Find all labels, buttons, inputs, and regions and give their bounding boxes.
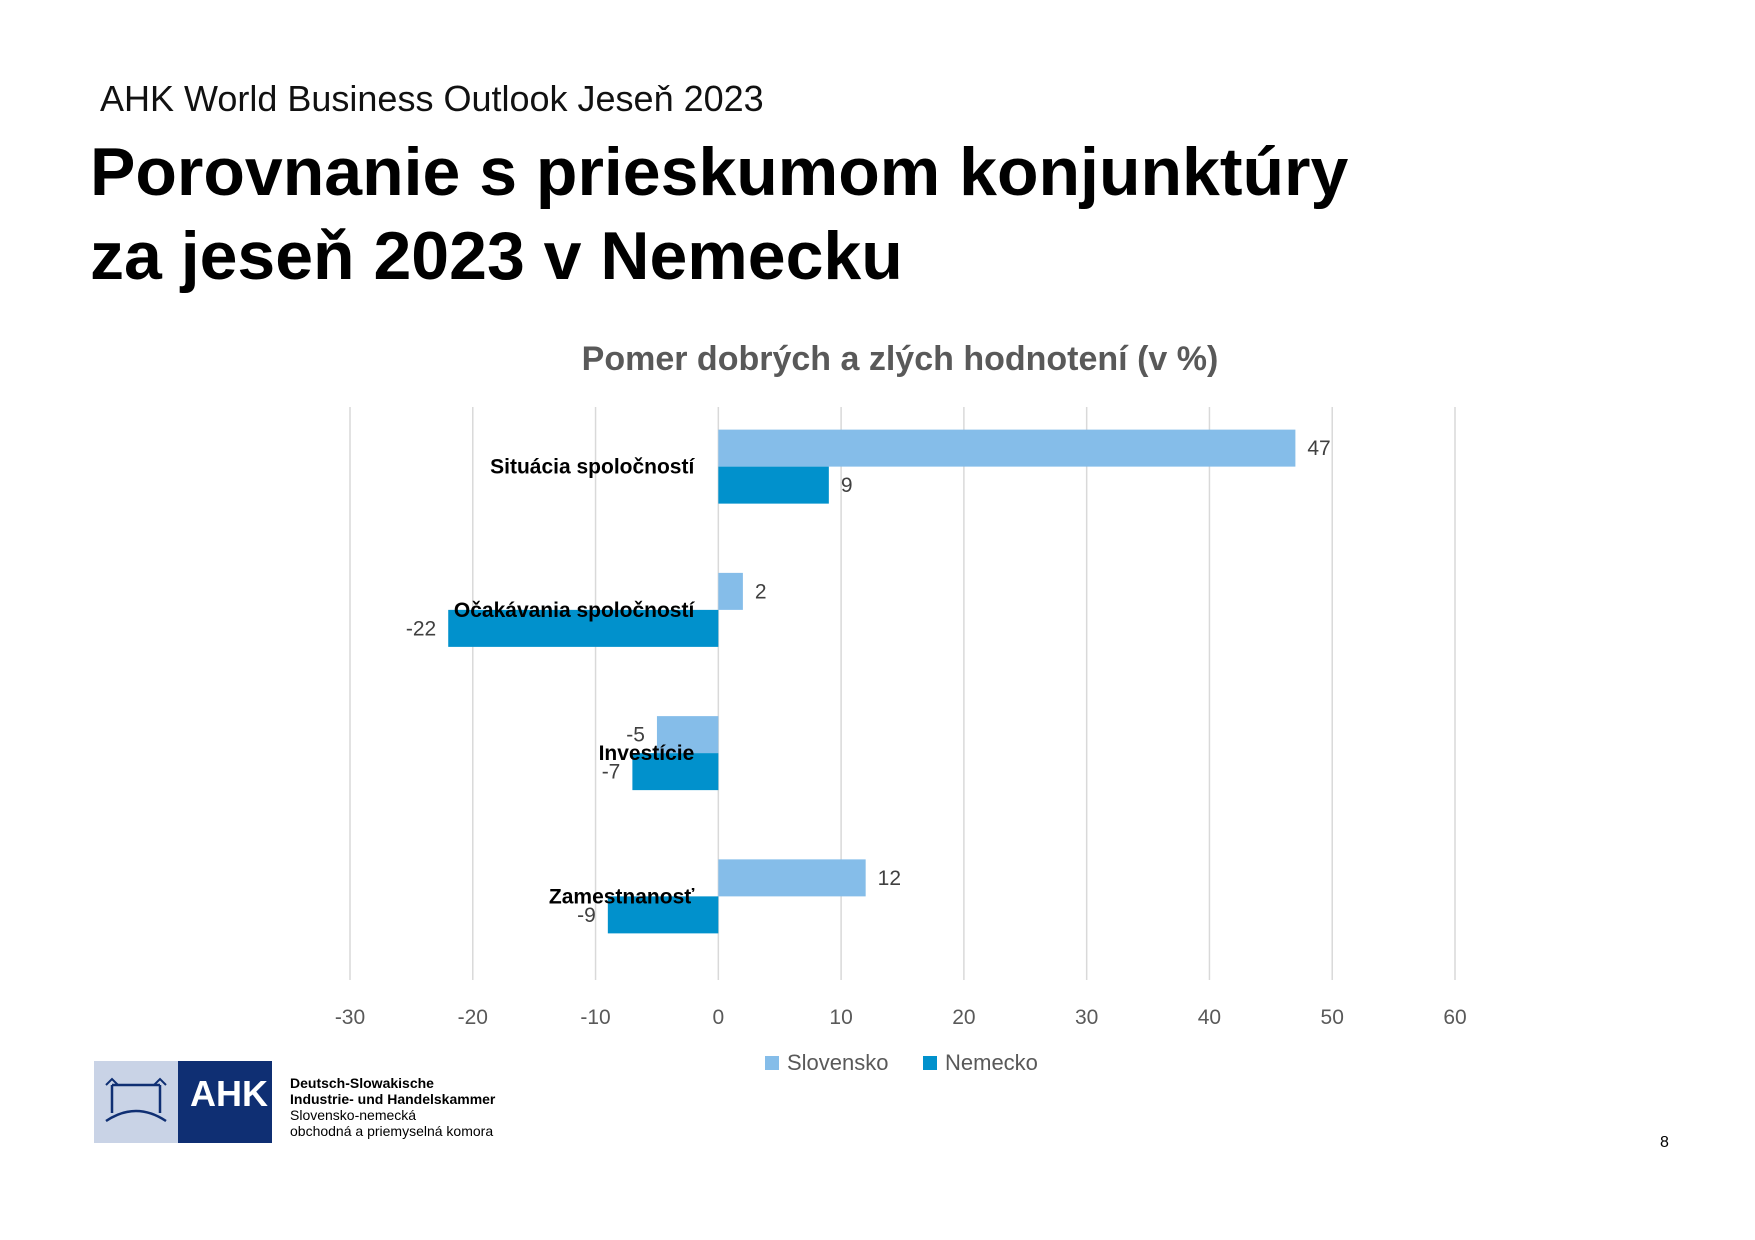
x-tick-label: -10 — [580, 1006, 610, 1029]
logo-blue-panel — [178, 1061, 272, 1143]
bar-nemecko — [632, 753, 719, 791]
category-label: Situácia spoločností — [490, 456, 695, 479]
org-line-1: Deutsch-Slowakische — [290, 1075, 434, 1091]
legend-label: Nemecko — [945, 1050, 1038, 1075]
data-label: -22 — [406, 617, 436, 640]
data-label: -9 — [577, 904, 596, 927]
ahk-logo: AHK Deutsch-Slowakische Industrie- und H… — [94, 1061, 514, 1143]
organization-name: Deutsch-Slowakische Industrie- und Hande… — [290, 1075, 495, 1139]
x-tick-label: 40 — [1198, 1006, 1221, 1029]
bar-slovensko — [718, 429, 1296, 467]
logo-wordmark: AHK — [190, 1073, 268, 1114]
data-label: 47 — [1307, 437, 1330, 460]
x-tick-label: 0 — [712, 1006, 724, 1029]
x-tick-label: -20 — [458, 1006, 488, 1029]
data-label: -5 — [626, 724, 645, 747]
org-line-2: Industrie- und Handelskammer — [290, 1091, 496, 1107]
legend-swatch — [765, 1056, 779, 1070]
x-tick-label: 10 — [829, 1006, 852, 1029]
legend-label: Slovensko — [787, 1050, 889, 1075]
data-label: 2 — [755, 580, 767, 603]
category-label: Očakávania spoločností — [454, 599, 696, 622]
org-line-4: obchodná a priemyselná komora — [290, 1123, 494, 1139]
category-label: Investície — [599, 742, 695, 765]
legend-swatch — [923, 1056, 937, 1070]
x-tick-label: 30 — [1075, 1006, 1098, 1029]
x-tick-label: -30 — [335, 1006, 365, 1029]
page-subtitle: AHK World Business Outlook Jeseň 2023 — [100, 78, 764, 119]
bar-nemecko — [607, 896, 719, 934]
x-tick-label: 60 — [1443, 1006, 1466, 1029]
bar-slovensko — [656, 716, 719, 754]
title-line-1: Porovnanie s prieskumom konjunktúry — [90, 134, 1349, 210]
x-tick-label: 20 — [952, 1006, 975, 1029]
title-line-2: za jeseň 2023 v Nemecku — [90, 218, 903, 294]
category-label: Zamestnanosť — [549, 885, 695, 908]
org-line-3: Slovensko-nemecká — [290, 1107, 417, 1123]
bridge-icon — [105, 1077, 167, 1123]
data-label: 12 — [878, 867, 901, 890]
data-label: -7 — [602, 761, 621, 784]
bar-slovensko — [718, 859, 866, 897]
data-label: 9 — [841, 474, 853, 497]
x-tick-label: 50 — [1321, 1006, 1344, 1029]
page-number: 8 — [1660, 1134, 1669, 1151]
chart-title: Pomer dobrých a zlých hodnotení (v %) — [582, 340, 1219, 378]
bar-nemecko — [718, 466, 829, 504]
bar-nemecko — [448, 609, 719, 647]
bar-slovensko — [718, 572, 743, 610]
page-title: Porovnanie s prieskumom konjunktúry za j… — [90, 130, 1590, 298]
logo-left-panel — [94, 1061, 178, 1143]
